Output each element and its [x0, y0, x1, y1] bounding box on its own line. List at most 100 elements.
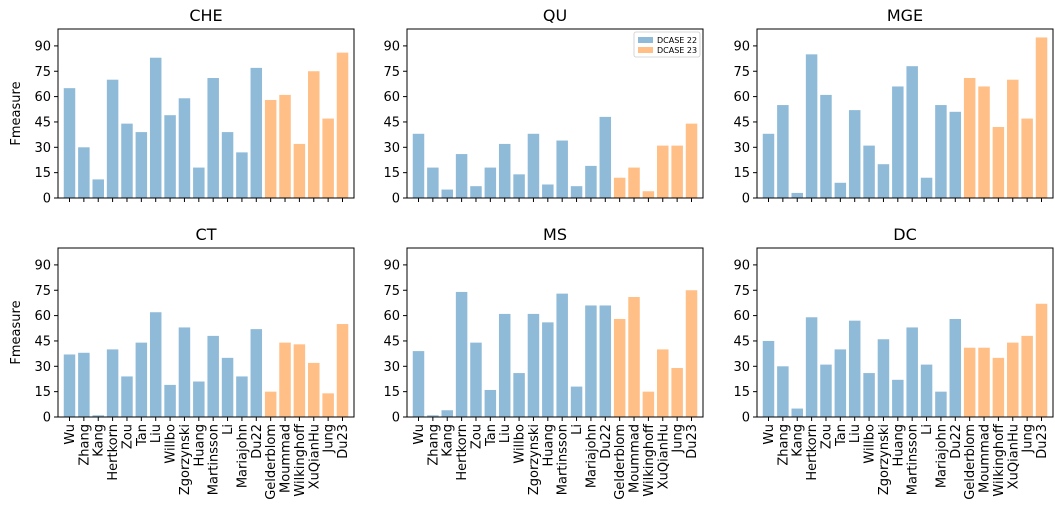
- panel-title: MS: [543, 225, 567, 244]
- x-tick-label: Martinsson: [906, 424, 921, 495]
- bar-wu: [762, 133, 775, 198]
- bar-wilkinghoff: [293, 344, 306, 417]
- y-tick-label: 90: [383, 39, 400, 54]
- bar-huang: [542, 184, 554, 198]
- bar-willbo: [863, 373, 875, 417]
- x-tick-label: Wilkinghoff: [293, 423, 308, 497]
- bar-liu: [848, 320, 861, 417]
- y-tick-label: 60: [34, 90, 51, 105]
- y-tick-label: 90: [34, 39, 51, 54]
- axes-frame: [756, 28, 1054, 199]
- bar-du22: [250, 67, 263, 199]
- x-tick-label: Du22: [250, 424, 265, 459]
- y-tick-label: 60: [34, 309, 51, 324]
- bar-mariajohn: [585, 305, 597, 417]
- bar-zhang: [427, 415, 439, 417]
- bar-martinsson: [207, 78, 219, 198]
- bar-zou: [121, 376, 133, 417]
- x-tick-label: Mariajohn: [934, 424, 949, 488]
- y-tick-label: 30: [733, 360, 750, 375]
- x-tick-label: Zgorzynski: [527, 424, 542, 495]
- bar-du22: [949, 111, 962, 198]
- x-tick-label: Hertkorn: [106, 424, 121, 481]
- y-tick-label: 45: [383, 115, 400, 130]
- x-tick-label: Zgorzynski: [178, 424, 193, 495]
- bar-zou: [470, 342, 482, 417]
- bar-xuqianhu: [1007, 79, 1019, 198]
- bar-li: [221, 357, 234, 417]
- y-tick-label: 30: [34, 141, 51, 156]
- bar-liu: [498, 313, 511, 417]
- bar-willbo: [164, 115, 176, 198]
- axes-frame: [756, 247, 1054, 418]
- axes-frame: [57, 28, 355, 199]
- bar-li: [221, 132, 234, 198]
- x-tick-label: Tan: [135, 424, 150, 447]
- bar-jung: [322, 393, 334, 417]
- bar-tan: [834, 182, 847, 198]
- panel-title: DC: [893, 225, 917, 244]
- y-tick-label: 45: [34, 115, 51, 130]
- bar-hertkorn: [805, 54, 818, 198]
- bar-zou: [820, 94, 832, 198]
- bar-xuqianhu: [657, 145, 669, 198]
- bar-martinsson: [906, 327, 918, 417]
- bar-willbo: [863, 145, 875, 198]
- bar-wu: [63, 88, 76, 198]
- panel-mge: 0 15 30 45 60 75 90 MGE: [733, 6, 1054, 207]
- x-tick-label: Gelderblom: [613, 424, 628, 500]
- legend-label: DCASE 23: [657, 46, 697, 55]
- bar-mariajohn: [585, 165, 597, 198]
- y-tick-label: 45: [733, 334, 750, 349]
- x-tick-label: Jung: [322, 424, 337, 454]
- bar-zhang: [777, 105, 789, 198]
- y-tick-label: 15: [34, 166, 51, 181]
- y-tick-label: 0: [392, 411, 400, 426]
- bar-liu: [149, 57, 162, 199]
- y-tick-label: 30: [733, 141, 750, 156]
- x-tick-label: Liu: [149, 424, 164, 443]
- bar-du23: [685, 290, 698, 417]
- y-tick-label: 75: [383, 65, 400, 80]
- y-tick-label: 75: [34, 65, 51, 80]
- x-tick-label: Liu: [498, 424, 513, 443]
- bar-moummad: [628, 297, 640, 417]
- bar-willbo: [513, 373, 525, 417]
- x-tick-label: Huang: [891, 424, 906, 466]
- y-tick-label: 15: [383, 385, 400, 400]
- bar-li: [920, 177, 933, 198]
- x-tick-label: Martinsson: [556, 424, 571, 495]
- x-tick-label: Moummad: [628, 424, 643, 493]
- y-tick-label: 75: [383, 284, 400, 299]
- panel-title: CT: [196, 225, 217, 244]
- bar-wilkinghoff: [642, 391, 655, 417]
- bar-zhang: [78, 147, 90, 198]
- legend-label: DCASE 22: [657, 36, 697, 45]
- bar-martinsson: [556, 140, 568, 198]
- x-tick-label: Zou: [120, 424, 135, 449]
- x-tick-label: Huang: [192, 424, 207, 466]
- bar-wilkinghoff: [642, 191, 655, 198]
- y-tick-label: 0: [43, 411, 51, 426]
- bar-hertkorn: [805, 317, 818, 417]
- bar-wu: [762, 340, 775, 417]
- bar-xuqianhu: [308, 362, 320, 417]
- x-tick-label: Moummad: [978, 424, 993, 493]
- x-tick-label: Gelderblom: [963, 424, 978, 500]
- bar-zgorzynski: [178, 327, 191, 417]
- y-tick-label: 60: [383, 90, 400, 105]
- y-tick-label: 75: [733, 284, 750, 299]
- bar-gelderblom: [963, 347, 976, 417]
- y-tick-label: 75: [733, 65, 750, 80]
- x-tick-label: Huang: [541, 424, 556, 466]
- y-tick-label: 60: [733, 309, 750, 324]
- panel-title: CHE: [189, 6, 222, 25]
- axes-frame: [406, 28, 704, 199]
- bar-du23: [1035, 303, 1048, 417]
- bar-gelderblom: [264, 99, 277, 198]
- bar-moummad: [628, 167, 640, 198]
